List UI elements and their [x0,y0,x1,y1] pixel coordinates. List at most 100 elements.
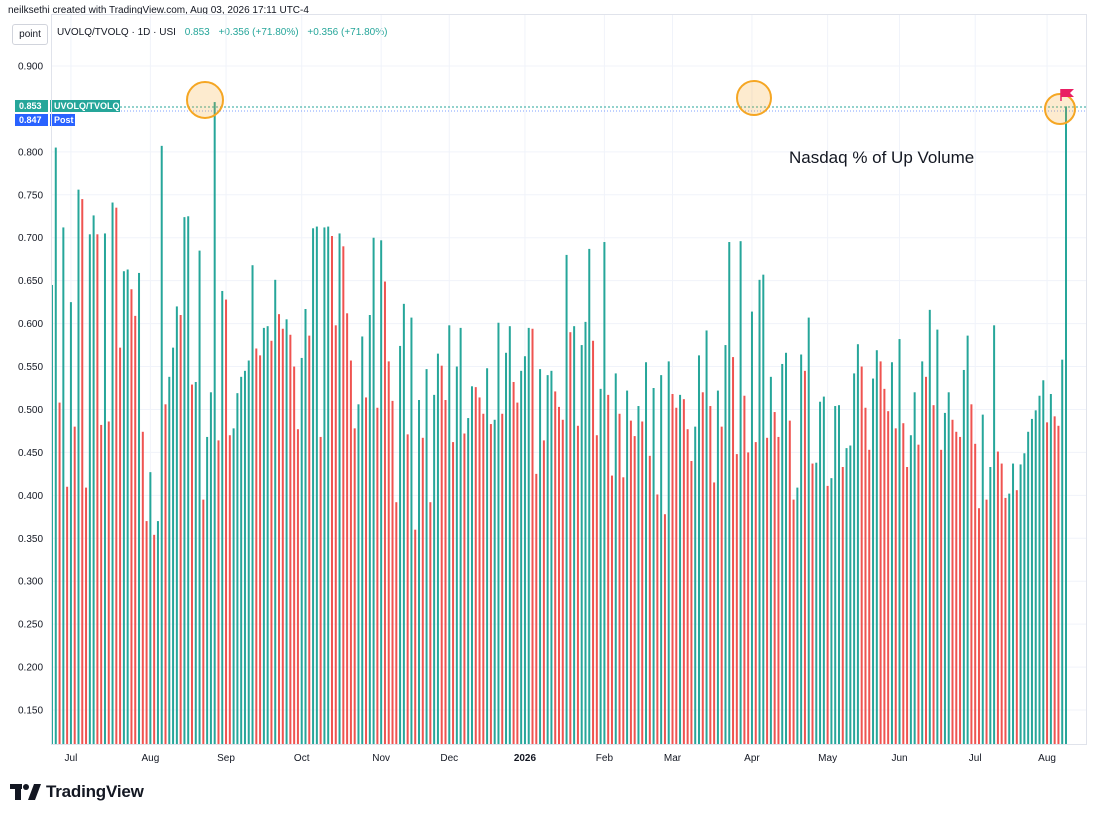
bar [1008,493,1011,745]
bar [262,327,265,745]
bar [773,412,776,745]
bar [675,407,678,745]
x-tick-label: Aug [1038,753,1056,764]
bar [440,365,443,745]
bar [671,394,674,745]
bar [535,473,538,745]
bar [962,369,965,745]
bar [399,345,402,745]
bar [96,234,99,746]
legend-symbol: UVOLQ/TVOLQ · 1D · USI [57,27,176,38]
bar [512,381,515,745]
bar [610,475,613,745]
bar [686,429,689,745]
bar [925,376,928,745]
bar [1061,359,1064,745]
bar [187,216,190,745]
bar [145,521,148,745]
bar [334,325,337,745]
y-tick-label: 0.700 [18,233,43,244]
bar [508,326,511,745]
bar [940,449,943,745]
bar [92,215,95,745]
bar [576,425,579,745]
bar [588,248,591,745]
bar [293,366,296,745]
bar [444,400,447,745]
bar [240,376,243,745]
bar [172,347,175,745]
y-tick-label: 0.350 [18,534,43,545]
bar [338,233,341,745]
bar [489,424,492,745]
bar [115,207,118,745]
x-axis: Jul Aug Sep Oct Nov Dec 2026 Feb Mar Apr May Jun Jul… [65,753,1056,764]
bar [716,390,719,745]
bar [138,272,141,745]
bar [1000,463,1003,745]
bar [221,290,224,745]
bar [830,478,833,745]
flag-icon[interactable] [1060,89,1074,101]
point-button[interactable]: point [12,24,48,45]
bar [826,485,829,745]
bar [1012,463,1015,745]
bar [569,332,572,745]
bar [130,289,133,745]
chart-legend: UVOLQ/TVOLQ · 1D · USI 0.853 +0.356 (+71… [57,27,387,38]
x-tick-label: Apr [744,753,760,764]
bar-series [51,102,1067,746]
bar [868,449,871,745]
y-tick-label: 0.400 [18,491,43,502]
bar [357,404,360,745]
bar [1049,394,1052,745]
bar [614,373,617,745]
bar [909,435,912,745]
y-tick-label: 0.450 [18,448,43,459]
bar [1023,453,1026,745]
bar [834,406,837,745]
bar [887,411,890,745]
x-tick-label: May [818,753,837,764]
bar [841,467,844,745]
bar [308,335,311,745]
bar [966,335,969,745]
x-tick-label: 2026 [514,753,537,764]
bar [391,400,394,745]
x-tick-label: Jul [969,753,982,764]
bar [380,240,383,745]
bar [527,327,530,745]
bar [943,412,946,745]
bar [754,442,757,745]
bar [607,394,610,745]
legend-change-1: +0.356 (+71.80%) [218,27,299,38]
bar [792,499,795,745]
bar [259,355,262,745]
bar [554,391,557,745]
bar [807,317,810,745]
bar [85,487,88,745]
bar [732,357,735,745]
bar [255,348,258,745]
bar [153,534,156,745]
bar [236,393,239,745]
bar [505,352,508,745]
bar [361,336,364,745]
bar [111,202,114,745]
bar [520,370,523,745]
chart-credit: neilksethi created with TradingView.com,… [8,5,309,16]
bar [58,402,61,745]
bar [452,442,455,745]
bar [679,394,682,745]
bar [618,413,621,745]
bar [822,396,825,745]
bar [645,362,648,745]
bar [629,420,632,745]
bar [811,463,814,745]
y-tick-label: 0.500 [18,405,43,416]
bar [1038,395,1041,745]
post-price-badge-label: Post [54,115,74,125]
bar [713,482,716,745]
bar [913,392,916,745]
